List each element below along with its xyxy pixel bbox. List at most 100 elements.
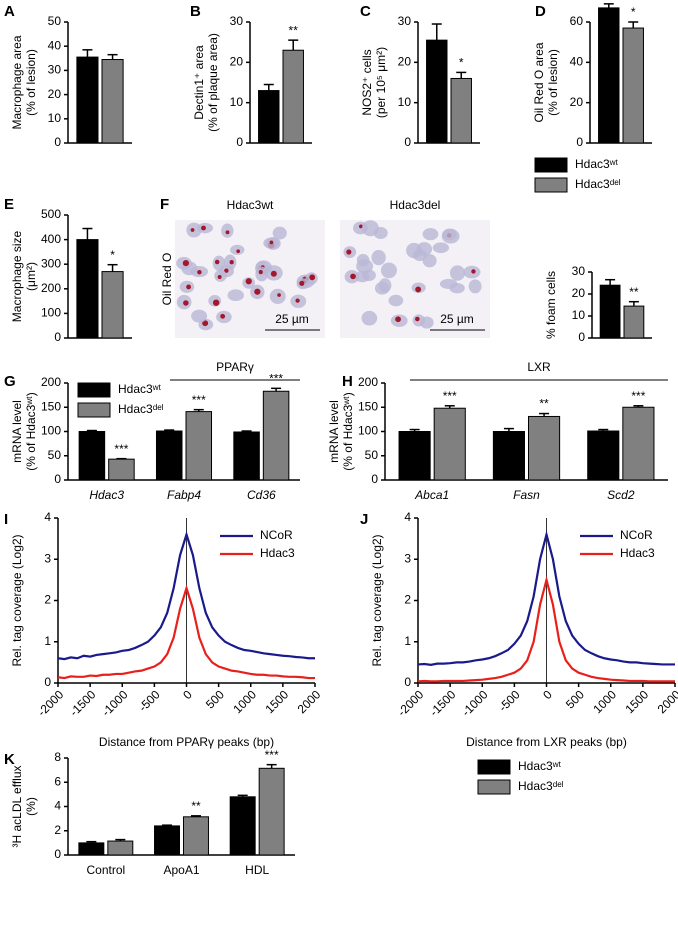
y-tick-label: 2 bbox=[44, 593, 51, 607]
y-axis-label: Macrophage size bbox=[10, 230, 24, 322]
y-axis-label: mRNA level bbox=[327, 400, 341, 463]
bar bbox=[623, 305, 645, 339]
y-tick-label: 60 bbox=[570, 14, 584, 28]
significance: * bbox=[631, 5, 636, 19]
significance: ** bbox=[629, 285, 639, 299]
y-tick-label: 150 bbox=[358, 399, 378, 413]
lipid-droplet bbox=[186, 284, 192, 290]
y-tick-label: 10 bbox=[230, 95, 244, 109]
y-tick-label: 100 bbox=[41, 306, 61, 320]
cell bbox=[361, 310, 378, 326]
lipid-droplet bbox=[217, 275, 222, 280]
significance: *** bbox=[443, 389, 457, 403]
lipid-droplet bbox=[471, 269, 476, 274]
y-axis-label: (% of Hdac3ʷᵗ) bbox=[24, 392, 38, 470]
lipid-droplet bbox=[197, 270, 202, 275]
x-tick-label: 0 bbox=[180, 687, 195, 702]
x-tick-label: 1500 bbox=[622, 687, 651, 716]
y-tick-label: 200 bbox=[41, 375, 61, 389]
y-tick-label: 200 bbox=[358, 375, 378, 389]
x-tick-label: Cd36 bbox=[247, 488, 276, 502]
y-tick-label: 0 bbox=[54, 135, 61, 149]
scale-bar-label: 25 µm bbox=[275, 312, 309, 326]
x-tick-label: Hdac3 bbox=[89, 488, 124, 502]
x-tick-label: -500 bbox=[136, 687, 163, 714]
lipid-droplet bbox=[214, 259, 220, 265]
y-tick-label: 40 bbox=[48, 38, 62, 52]
lipid-droplet bbox=[309, 274, 316, 281]
y-tick-label: 30 bbox=[398, 14, 412, 28]
y-axis-label: Rel. tag coverage (Log2) bbox=[370, 534, 384, 666]
y-axis-label: NOS2⁺ cells bbox=[360, 49, 374, 115]
x-tick-label: 2000 bbox=[655, 687, 678, 716]
y-tick-label: 40 bbox=[570, 55, 584, 69]
y-tick-label: 10 bbox=[572, 308, 586, 322]
bar bbox=[229, 796, 256, 856]
y-tick-label: 0 bbox=[54, 847, 61, 861]
bar bbox=[185, 411, 213, 481]
y-tick-label: 30 bbox=[572, 264, 586, 278]
x-axis-label: Distance from LXR peaks (bp) bbox=[466, 735, 627, 749]
legend-label: Hdac3ʷᵗ bbox=[575, 157, 618, 171]
legend-label: Hdac3 bbox=[260, 546, 295, 560]
bar bbox=[433, 407, 466, 481]
lipid-droplet bbox=[183, 300, 189, 306]
lipid-droplet bbox=[350, 273, 356, 280]
panel-letter: G bbox=[4, 373, 16, 390]
bar bbox=[154, 825, 180, 856]
cell bbox=[422, 228, 439, 241]
legend-label: Hdac3ʷᵗ bbox=[118, 382, 161, 396]
bar bbox=[528, 415, 561, 481]
x-tick-label: 2000 bbox=[295, 687, 324, 716]
bar bbox=[101, 271, 124, 339]
significance: ** bbox=[191, 799, 201, 813]
bar bbox=[258, 90, 280, 144]
legend-swatch bbox=[77, 382, 111, 398]
bar bbox=[101, 59, 124, 144]
lipid-droplet bbox=[229, 260, 234, 265]
lipid-droplet bbox=[190, 228, 195, 232]
y-tick-label: 0 bbox=[44, 675, 51, 689]
lipid-droplet bbox=[415, 286, 422, 293]
lipid-droplet bbox=[277, 293, 281, 297]
y-tick-label: 2 bbox=[404, 593, 411, 607]
bar bbox=[282, 49, 304, 144]
x-tick-label: -1000 bbox=[99, 687, 131, 719]
y-tick-label: 100 bbox=[41, 424, 61, 438]
y-tick-label: 500 bbox=[41, 207, 61, 221]
panel-letter: H bbox=[342, 373, 353, 390]
y-axis-label: % foam cells bbox=[544, 271, 558, 339]
y-axis-label: ³H acLDL efflux bbox=[10, 765, 24, 847]
lipid-droplet bbox=[182, 259, 190, 267]
cell bbox=[439, 278, 458, 289]
cell bbox=[449, 265, 466, 281]
y-tick-label: 20 bbox=[398, 55, 412, 69]
cell bbox=[227, 289, 244, 302]
cell bbox=[361, 220, 379, 237]
bar bbox=[262, 390, 290, 481]
lipid-droplet bbox=[269, 240, 274, 245]
y-axis-label: (% of Hdac3ʷᵗ) bbox=[341, 392, 355, 470]
panel-letter: A bbox=[4, 3, 15, 20]
line bbox=[57, 584, 315, 680]
panel-letter: E bbox=[4, 196, 14, 213]
legend-label: Hdac3ᵈᵉˡ bbox=[518, 779, 564, 793]
lipid-droplet bbox=[254, 288, 261, 295]
y-tick-label: 100 bbox=[358, 424, 378, 438]
x-tick-label: 500 bbox=[563, 687, 587, 711]
significance: *** bbox=[269, 372, 283, 386]
y-tick-label: 50 bbox=[48, 14, 62, 28]
lipid-droplet bbox=[270, 270, 277, 277]
significance: * bbox=[110, 248, 115, 262]
y-tick-label: 8 bbox=[54, 750, 61, 764]
y-tick-label: 0 bbox=[404, 675, 411, 689]
image-title: Hdac3del bbox=[390, 198, 441, 212]
lipid-droplet bbox=[202, 320, 209, 327]
y-tick-label: 0 bbox=[404, 135, 411, 149]
bar bbox=[76, 56, 99, 144]
bar bbox=[183, 816, 209, 856]
x-tick-label: 500 bbox=[203, 687, 227, 711]
bar bbox=[76, 239, 99, 339]
cell bbox=[388, 294, 404, 307]
x-tick-label: Abca1 bbox=[414, 488, 449, 502]
